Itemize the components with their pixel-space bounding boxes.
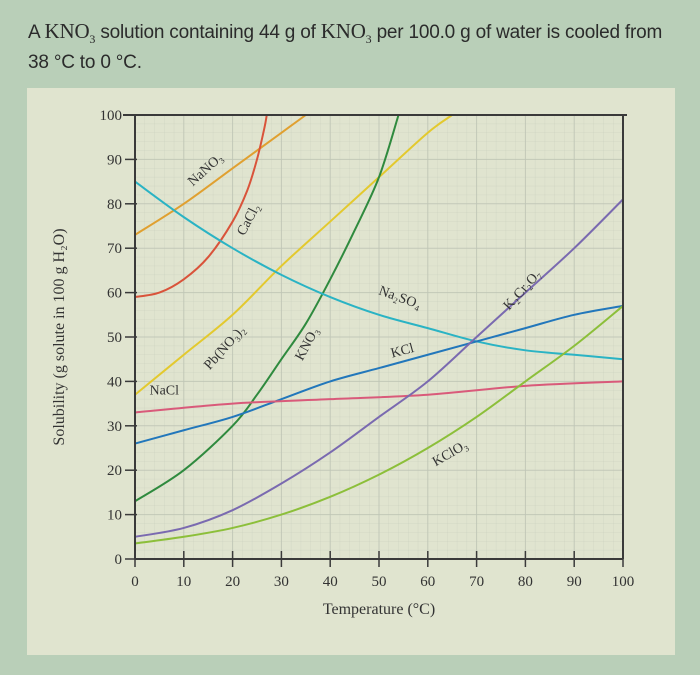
chart-axes: 0 10 20 30 40 50 60 70 80 90 100 0 10 20 30 40 50 60 70 80 9…: [100, 108, 635, 590]
curve-label: KNO₃: [293, 325, 323, 363]
formula-kno3-base: KNO: [44, 19, 90, 43]
x-tick-label: 50: [372, 574, 387, 590]
x-tick-label: 60: [420, 574, 435, 590]
x-tick-label: 90: [567, 574, 582, 590]
y-tick-label: 80: [107, 197, 122, 213]
curve-KCl: [134, 304, 624, 445]
question-part1: A: [28, 22, 45, 43]
x-tick-label: 80: [518, 574, 533, 590]
formula-kno3-2: KNO3: [320, 19, 372, 47]
question-part2: solution containing 44 g of: [95, 22, 321, 43]
x-tick-label: 0: [131, 574, 139, 590]
curve-label: K₂Cr₂O₇: [501, 267, 545, 313]
x-tick-label: 30: [274, 574, 289, 590]
y-tick-label: 100: [100, 108, 123, 124]
chart-curves: [134, 114, 624, 545]
y-tick-label: 30: [107, 419, 122, 435]
formula-kno3-sub-2: 3: [365, 32, 372, 47]
question-part3: per 100.0 g of water is cooled from 38 °…: [28, 22, 663, 74]
curve-NaCl: [134, 380, 624, 414]
x-tick-label: 40: [323, 574, 338, 590]
chart-grid: [134, 114, 624, 560]
x-tick-label: 20: [225, 574, 240, 590]
y-tick-label: 60: [107, 286, 122, 302]
x-axis-title: Temperature (°C): [323, 601, 435, 618]
curve-K₂Cr₂O₇: [134, 198, 624, 538]
y-tick-label: 70: [107, 241, 122, 257]
curve-Na₂SO₄: [134, 180, 624, 361]
y-tick-label: 90: [107, 152, 122, 168]
curve-CaCl₂: [134, 114, 268, 299]
y-tick-label: 40: [107, 374, 122, 390]
question-text: A KNO3 solution containing 44 g of KNO3 …: [28, 20, 668, 74]
curve-label: CaCl₂: [235, 201, 264, 238]
y-axis-title: Solubility (g solute in 100 g H₂O): [51, 228, 68, 445]
curve-label: Pb(NO₃)₂: [201, 323, 248, 373]
curve-label: KCl: [389, 341, 416, 362]
x-tick-label: 70: [469, 574, 484, 590]
y-tick-label: 10: [107, 508, 122, 524]
x-tick-label: 100: [612, 574, 635, 590]
curve-label: NaCl: [149, 384, 179, 399]
curve-Pb(NO₃)₂: [134, 114, 453, 396]
y-tick-label: 0: [115, 552, 123, 568]
curve-label: NaNO₃: [185, 151, 226, 190]
curve-NaNO₃: [134, 114, 307, 236]
y-tick-label: 50: [107, 330, 122, 346]
formula-kno3-base-2: KNO: [320, 19, 366, 43]
curve-label: Na₂SO₄: [376, 284, 423, 313]
formula-kno3: KNO3: [44, 19, 96, 47]
formula-kno3-sub: 3: [89, 32, 96, 47]
y-tick-label: 20: [107, 463, 122, 479]
x-tick-label: 10: [176, 574, 191, 590]
curve-KClO₃: [134, 305, 624, 545]
curve-KNO₃: [134, 114, 400, 503]
